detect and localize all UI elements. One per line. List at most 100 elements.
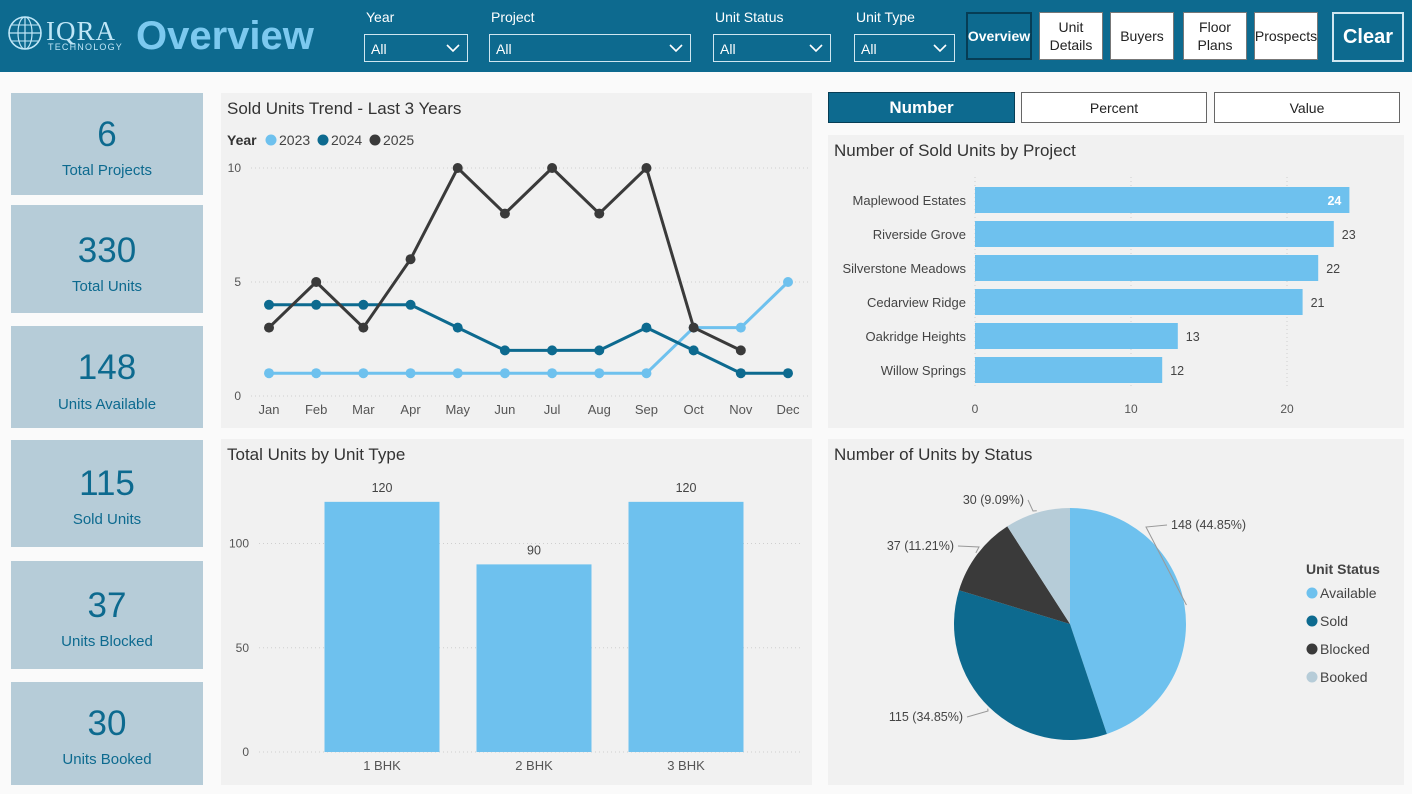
kpi-units-blocked: 37 Units Blocked: [11, 561, 203, 669]
nav-overview-button[interactable]: Overview: [966, 12, 1032, 60]
units-by-type-panel: Total Units by Unit Type 0 50 100 120 1 BHK 9…: [221, 439, 812, 785]
data-point-2024: [358, 299, 369, 310]
company-logo: IQRA TECHNOLOGY: [6, 14, 122, 54]
data-point-2023: [499, 368, 510, 379]
kpi-value: 330: [77, 231, 137, 270]
pie-slice-booked: [1007, 508, 1070, 624]
legend-marker-2024: [317, 134, 329, 146]
legend-marker-blocked: [1306, 643, 1318, 655]
data-point-2025: [311, 277, 322, 287]
unit-type-dropdown[interactable]: All: [854, 34, 955, 62]
category-label: Willow Springs: [881, 363, 967, 378]
series-line-2025: [267, 165, 742, 352]
x-tick-label: Nov: [729, 402, 753, 417]
legend-label-booked: Booked: [1320, 669, 1367, 685]
y-tick-label: 0: [234, 389, 241, 403]
chevron-down-icon: [669, 44, 683, 53]
data-point-2025: [452, 163, 463, 173]
bar: [628, 501, 744, 752]
number-toggle-button[interactable]: Number: [828, 92, 1015, 123]
legend-label-2025: 2025: [383, 132, 414, 148]
kpi-value: 30: [87, 704, 127, 743]
x-tick-label: Jan: [259, 402, 280, 417]
project-dropdown[interactable]: All: [489, 34, 691, 62]
data-point-2024: [547, 345, 558, 356]
nav-unit-details-button[interactable]: Unit Details: [1039, 12, 1103, 60]
kpi-label: Units Blocked: [61, 633, 153, 650]
slice-label: 37 (11.21%): [887, 539, 954, 553]
data-point-2024: [311, 299, 322, 310]
data-label: 22: [1326, 262, 1340, 276]
data-point-2025: [499, 208, 510, 219]
data-point-2023: [358, 368, 369, 379]
logo-subtext: TECHNOLOGY: [48, 42, 124, 52]
data-point-2023: [311, 368, 322, 379]
x-tick-label: Dec: [776, 402, 800, 417]
logo-text: IQRA: [46, 16, 116, 46]
data-point-2023: [783, 277, 793, 287]
data-point-2025: [547, 163, 558, 173]
clear-filters-button[interactable]: Clear: [1332, 12, 1404, 62]
bar: [476, 564, 592, 752]
kpi-sold-units: 115 Sold Units: [11, 440, 203, 547]
year-dropdown[interactable]: All: [364, 34, 468, 62]
pie-slice-sold: [954, 590, 1107, 740]
chevron-down-icon: [809, 44, 823, 53]
bar: [975, 323, 1178, 349]
units-by-status-chart: 148 (44.85%) 115 (34.85%) 37 (11.21%) 30 (9…: [887, 493, 1380, 740]
slice-label: 148 (44.85%): [1171, 518, 1246, 532]
percent-toggle-button[interactable]: Percent: [1021, 92, 1207, 123]
data-point-2023: [735, 322, 746, 333]
bar: [975, 187, 1350, 213]
legend-marker-2025: [369, 134, 381, 146]
data-label: 120: [676, 481, 697, 495]
leader-line: [957, 545, 980, 554]
data-point-2023: [452, 368, 463, 379]
kpi-label: Sold Units: [72, 511, 142, 528]
data-label: 21: [1311, 296, 1325, 310]
year-dropdown-value: All: [371, 41, 387, 57]
data-point-2025: [735, 345, 746, 356]
chevron-down-icon: [933, 44, 947, 53]
x-tick-label: Jun: [494, 402, 515, 417]
year-filter: Year All: [364, 8, 468, 62]
category-label: Silverstone Meadows: [842, 261, 966, 276]
slice-label: 115 (34.85%): [889, 710, 963, 724]
data-point-2025: [641, 163, 652, 173]
kpi-units-available: 148 Units Available: [11, 326, 203, 428]
header-bar: IQRA TECHNOLOGY Overview Year All Projec…: [0, 0, 1412, 72]
y-tick-label: 5: [234, 275, 241, 289]
series-line-2024: [269, 303, 788, 375]
bar: [975, 289, 1303, 315]
kpi-label: Total Projects: [61, 162, 153, 179]
kpi-label: Units Available: [57, 396, 157, 413]
sold-units-trend-chart: Year 2023 2024 2025 0 5 10 Jan Feb Mar Apr May Jun Ju…: [227, 132, 808, 417]
category-label: Oakridge Heights: [866, 329, 967, 344]
nav-floor-plans-button[interactable]: Floor Plans: [1183, 12, 1247, 60]
data-point-2024: [405, 299, 416, 310]
data-point-2023: [641, 368, 652, 379]
bar: [975, 255, 1319, 281]
data-point-2023: [264, 368, 274, 379]
x-tick-label: Jul: [544, 402, 561, 417]
nav-prospects-button[interactable]: Prospects: [1254, 12, 1318, 60]
kpi-total-units: 330 Total Units: [11, 205, 203, 313]
unit-status-dropdown[interactable]: All: [713, 34, 831, 62]
data-label: 90: [527, 543, 541, 557]
data-point-2023: [594, 368, 605, 379]
data-point-2023: [547, 368, 558, 379]
leader-line: [1145, 524, 1187, 606]
sold-by-project-panel: Number of Sold Units by Project 0 10 20 Map…: [828, 135, 1404, 428]
bar: [975, 357, 1163, 383]
data-label: 23: [1342, 228, 1356, 242]
leader-line: [966, 708, 989, 718]
project-filter-label: Project: [491, 9, 535, 25]
x-tick-label: 20: [1280, 402, 1294, 416]
chart-title: Number of Units by Status: [834, 445, 1033, 464]
value-toggle-button[interactable]: Value: [1214, 92, 1400, 123]
x-tick-label: Feb: [305, 402, 327, 417]
data-point-2024: [452, 322, 463, 333]
x-tick-label: 10: [1124, 402, 1138, 416]
nav-buyers-button[interactable]: Buyers: [1110, 12, 1174, 60]
data-point-2023: [405, 368, 416, 379]
